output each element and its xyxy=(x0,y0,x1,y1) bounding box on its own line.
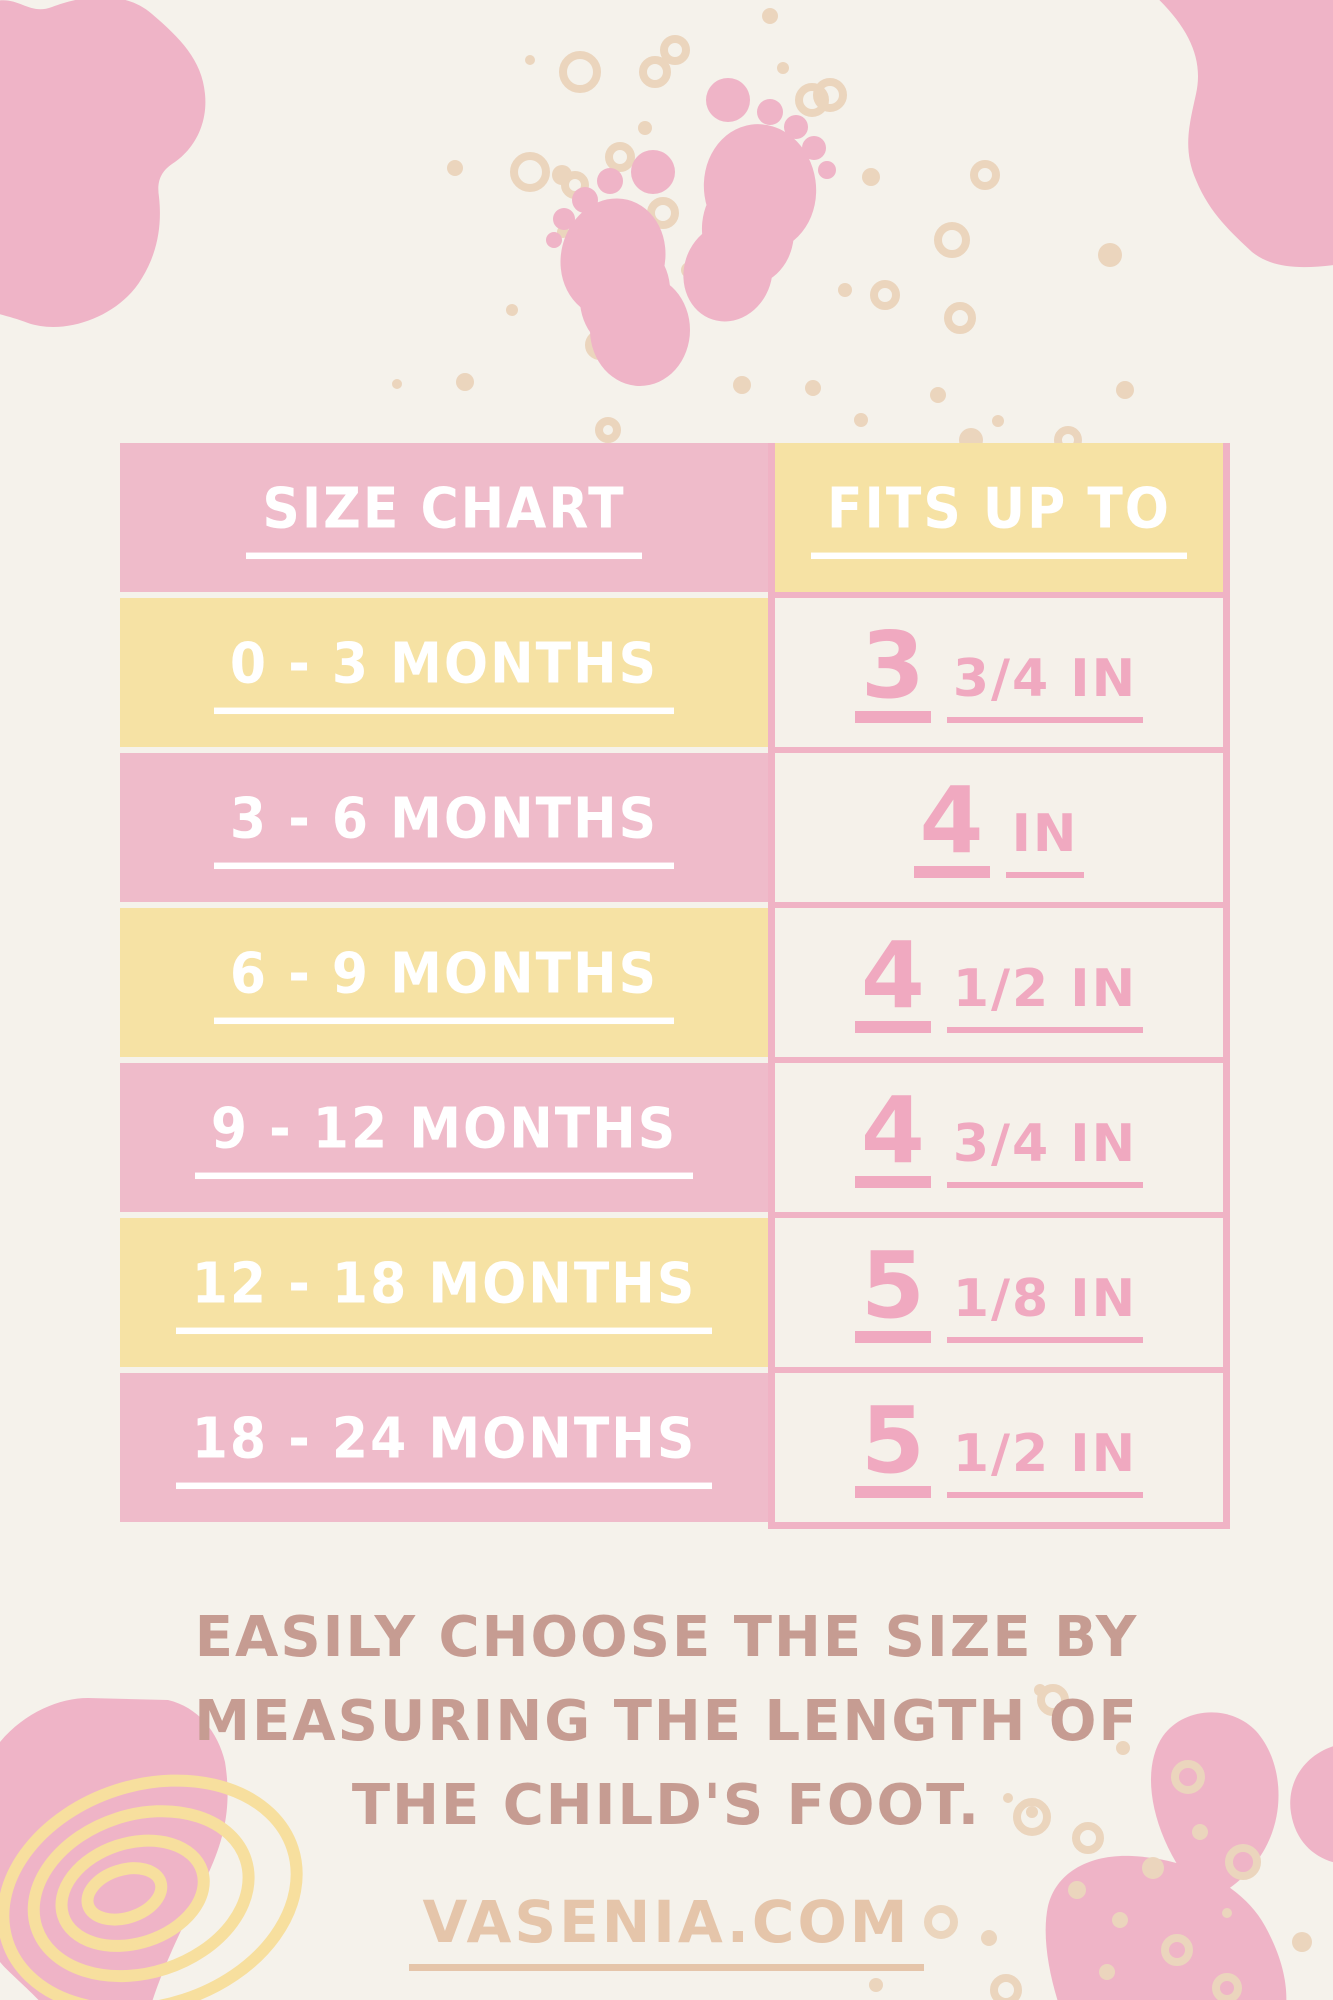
instruction-line: THE CHILD'S FOOT. xyxy=(351,1773,982,1838)
top-right-blob-shape xyxy=(1159,0,1333,268)
row-divider xyxy=(775,902,1223,908)
age-range-label: 0 - 3 MONTHS xyxy=(213,631,675,714)
size-value-cell: 4 3/4 IN xyxy=(775,1063,1223,1212)
table-row-age-6-9: 6 - 9 MONTHS xyxy=(120,908,768,1057)
table-row-age-18-24: 18 - 24 MONTHS xyxy=(120,1373,768,1522)
table-row-age-3-6: 3 - 6 MONTHS xyxy=(120,753,768,902)
table-row-age-12-18: 12 - 18 MONTHS xyxy=(120,1218,768,1367)
instruction-text: EASILY CHOOSE THE SIZE BY MEASURING THE … xyxy=(0,1596,1333,1848)
size-value-number: 3 xyxy=(854,619,931,723)
size-value-fraction: 3/4 IN xyxy=(946,653,1144,723)
size-value-fraction: 3/4 IN xyxy=(946,1118,1144,1188)
age-range-label: 6 - 9 MONTHS xyxy=(213,941,675,1024)
top-left-blob-shape xyxy=(0,0,206,327)
table-left-column: SIZE CHART 0 - 3 MONTHS 3 - 6 MONTHS 6 -… xyxy=(120,443,768,1529)
row-divider xyxy=(775,1212,1223,1218)
size-value-cell: 5 1/2 IN xyxy=(775,1373,1223,1522)
age-range-label: 9 - 12 MONTHS xyxy=(194,1096,694,1179)
row-divider xyxy=(775,592,1223,598)
baby-footprint-right-icon xyxy=(683,78,836,322)
row-divider xyxy=(775,1367,1223,1373)
size-value-cell: 4 1/2 IN xyxy=(775,908,1223,1057)
instruction-line: EASILY CHOOSE THE SIZE BY xyxy=(194,1605,1139,1670)
age-range-label: 18 - 24 MONTHS xyxy=(175,1406,713,1489)
table-row-age-9-12: 9 - 12 MONTHS xyxy=(120,1063,768,1212)
table-header-size-chart: SIZE CHART xyxy=(120,443,768,592)
size-value-fraction: 1/2 IN xyxy=(946,1428,1144,1498)
size-chart-table: SIZE CHART 0 - 3 MONTHS 3 - 6 MONTHS 6 -… xyxy=(120,443,1230,1529)
size-value-number: 5 xyxy=(854,1239,931,1343)
size-value-fraction: 1/8 IN xyxy=(946,1273,1144,1343)
row-divider xyxy=(775,1057,1223,1063)
age-range-label: 12 - 18 MONTHS xyxy=(175,1251,713,1334)
website-url: VASENIA.COM xyxy=(0,1888,1333,1971)
instruction-line: MEASURING THE LENGTH OF xyxy=(194,1689,1139,1754)
website-url-text: VASENIA.COM xyxy=(408,1888,925,1971)
baby-footprint-left-icon xyxy=(546,150,690,386)
fits-up-to-title: FITS UP TO xyxy=(810,476,1187,559)
size-value-cell: 5 1/8 IN xyxy=(775,1218,1223,1367)
size-chart-title: SIZE CHART xyxy=(246,476,642,559)
size-value-cell: 3 3/4 IN xyxy=(775,598,1223,747)
table-right-column: FITS UP TO 3 3/4 IN 4 IN 4 1/2 IN 4 3/4 … xyxy=(768,443,1230,1529)
size-value-cell: 4 IN xyxy=(775,753,1223,902)
table-row-age-0-3: 0 - 3 MONTHS xyxy=(120,598,768,747)
size-value-number: 4 xyxy=(854,929,931,1033)
baby-footprints-icon xyxy=(546,78,836,386)
age-range-label: 3 - 6 MONTHS xyxy=(213,786,675,869)
size-value-fraction: IN xyxy=(1005,808,1085,878)
size-value-fraction: 1/2 IN xyxy=(946,963,1144,1033)
table-header-fits-up-to: FITS UP TO xyxy=(775,443,1223,592)
size-value-number: 5 xyxy=(854,1394,931,1498)
size-value-number: 4 xyxy=(854,1084,931,1188)
row-divider xyxy=(775,747,1223,753)
size-value-number: 4 xyxy=(913,774,990,878)
